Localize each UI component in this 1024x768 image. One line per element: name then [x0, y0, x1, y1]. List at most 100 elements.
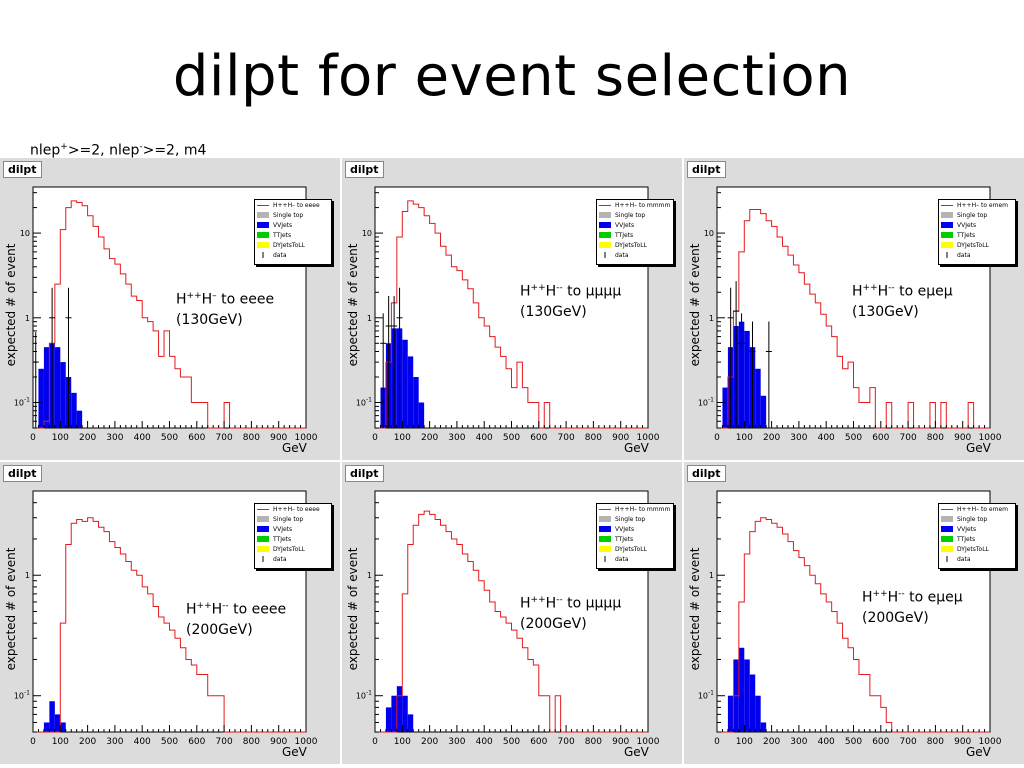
vvjets-bar [54, 714, 61, 732]
x-tick-label: 800 [927, 737, 944, 747]
subtitle-plus: + [60, 142, 68, 152]
vvjets-bar [755, 695, 761, 732]
vvjets-bar [402, 695, 408, 732]
y-axis-label: expected # of event [688, 547, 702, 671]
legend-swatch [941, 242, 953, 248]
x-tick-label: 0 [372, 737, 378, 747]
legend-label: VVJets [957, 221, 977, 229]
y-tick-label: 10 [704, 229, 714, 238]
legend-entry: data [939, 250, 1015, 260]
histogram-panel: 0 100 200 300 400 500 600 700 800 900 1000 10-1 1 10 d… [684, 158, 1024, 460]
legend-entry: DYJetsToLL [939, 544, 1015, 554]
x-tick-label: 900 [954, 737, 971, 747]
legend-label: data [615, 555, 629, 563]
x-tick-label: 900 [954, 433, 971, 443]
x-tick-label: 0 [372, 433, 378, 443]
legend-label: VVJets [615, 221, 635, 229]
x-tick-label: 400 [818, 433, 835, 443]
annotation-mass: (200GeV) [520, 615, 587, 632]
legend-label: VVJets [615, 525, 635, 533]
y-tick-label: 10-1 [356, 397, 372, 408]
legend-label: H++H– to mmmm [615, 505, 671, 513]
annotation-text: H [201, 291, 213, 308]
annotation-line: H++H-- to eeee [186, 596, 286, 620]
legend-entry: TTJets [939, 534, 1015, 544]
vvjets-bar [418, 402, 425, 428]
y-tick-label: 1 [25, 571, 30, 580]
annotation-charge: -- [898, 589, 905, 599]
legend-swatch [257, 252, 269, 258]
legend-entry: DYJetsToLL [597, 240, 673, 250]
x-tick-label: 500 [845, 737, 862, 747]
histogram-panel: 0 100 200 300 400 500 600 700 800 900 1000 10-1 1 10 d… [0, 158, 340, 460]
vvjets-bar [396, 686, 403, 732]
legend-entry: VVJets [939, 220, 1015, 230]
legend-swatch [599, 242, 611, 248]
annotation-text: to eμeμ [904, 589, 963, 606]
annotation-line: H++H-- to μμμμ [520, 590, 621, 614]
vvjets-bar [407, 356, 414, 428]
legend-swatch [941, 204, 953, 206]
annotation-text: to eμeμ [894, 283, 953, 300]
vvjets-bar [391, 695, 397, 732]
legend-entry: data [939, 554, 1015, 564]
y-tick-label: 10-1 [698, 690, 714, 701]
vvjets-bar [43, 347, 50, 428]
vvjets-bar [60, 722, 66, 732]
x-tick-label: 0 [714, 737, 720, 747]
x-tick-label: 700 [216, 737, 233, 747]
legend-swatch [257, 546, 269, 552]
y-tick-label: 10-1 [698, 397, 714, 408]
annotation-line: H++H– to eeee [176, 286, 274, 310]
legend-swatch [599, 232, 611, 238]
x-axis-label: GeV [966, 441, 991, 455]
annotation-charge: ++ [196, 601, 212, 611]
legend-swatch [257, 204, 269, 206]
vvjets-bar [727, 695, 734, 732]
legend-swatch [599, 508, 611, 510]
y-tick-label: 1 [709, 314, 714, 323]
x-tick-label: 600 [188, 737, 205, 747]
legend-swatch [599, 252, 611, 258]
slide-title: dilpt for event selection [172, 44, 852, 109]
legend-swatch [257, 536, 269, 542]
x-tick-label: 1000 [295, 737, 318, 747]
histogram-tag: dilpt [687, 465, 726, 482]
legend-swatch [599, 536, 611, 542]
vvjets-bar [760, 722, 767, 732]
y-tick-label: 10-1 [14, 397, 30, 408]
legend-swatch [257, 212, 269, 218]
x-axis-label: GeV [624, 441, 649, 455]
legend-label: Single top [273, 515, 304, 523]
x-tick-label: 400 [818, 737, 835, 747]
x-axis-label: GeV [966, 745, 991, 759]
y-tick-label: 10 [362, 229, 372, 238]
vvjets-bar [385, 707, 392, 732]
annotation-charge: -- [222, 601, 229, 611]
vvjets-bar [402, 339, 408, 428]
y-tick-label: 1 [367, 314, 372, 323]
x-tick-label: 200 [79, 433, 96, 443]
annotation-charge: -- [556, 283, 563, 293]
legend-entry: DYJetsToLL [255, 240, 331, 250]
legend: H++H– to emem Single top VVJets TTJets DYJet… [938, 503, 1016, 569]
legend-label: H++H– to eeee [273, 201, 320, 209]
annotation-charge: – [212, 291, 217, 301]
legend-label: TTJets [273, 535, 292, 543]
legend-entry: H++H– to mmmm [597, 200, 673, 210]
histogram-panel: 0 100 200 300 400 500 600 700 800 900 1000 10-1 1 dil… [342, 462, 682, 764]
annotation-charge: -- [888, 283, 895, 293]
legend-label: H++H– to emem [957, 201, 1008, 209]
annotation-line: H++H-- to eμeμ [862, 584, 963, 608]
annotation-mass: (200GeV) [186, 621, 253, 638]
legend-entry: H++H– to emem [939, 200, 1015, 210]
histogram-tag: dilpt [3, 161, 42, 178]
x-tick-label: 900 [612, 737, 629, 747]
annotation-text: H [852, 283, 863, 300]
x-tick-label: 1000 [979, 433, 1002, 443]
annotation-line: H++H-- to eμeμ [852, 278, 953, 302]
x-tick-label: 200 [421, 433, 438, 443]
x-axis-label: GeV [282, 745, 307, 759]
annotation-text: H [887, 589, 899, 606]
vvjets-bar [76, 410, 83, 428]
